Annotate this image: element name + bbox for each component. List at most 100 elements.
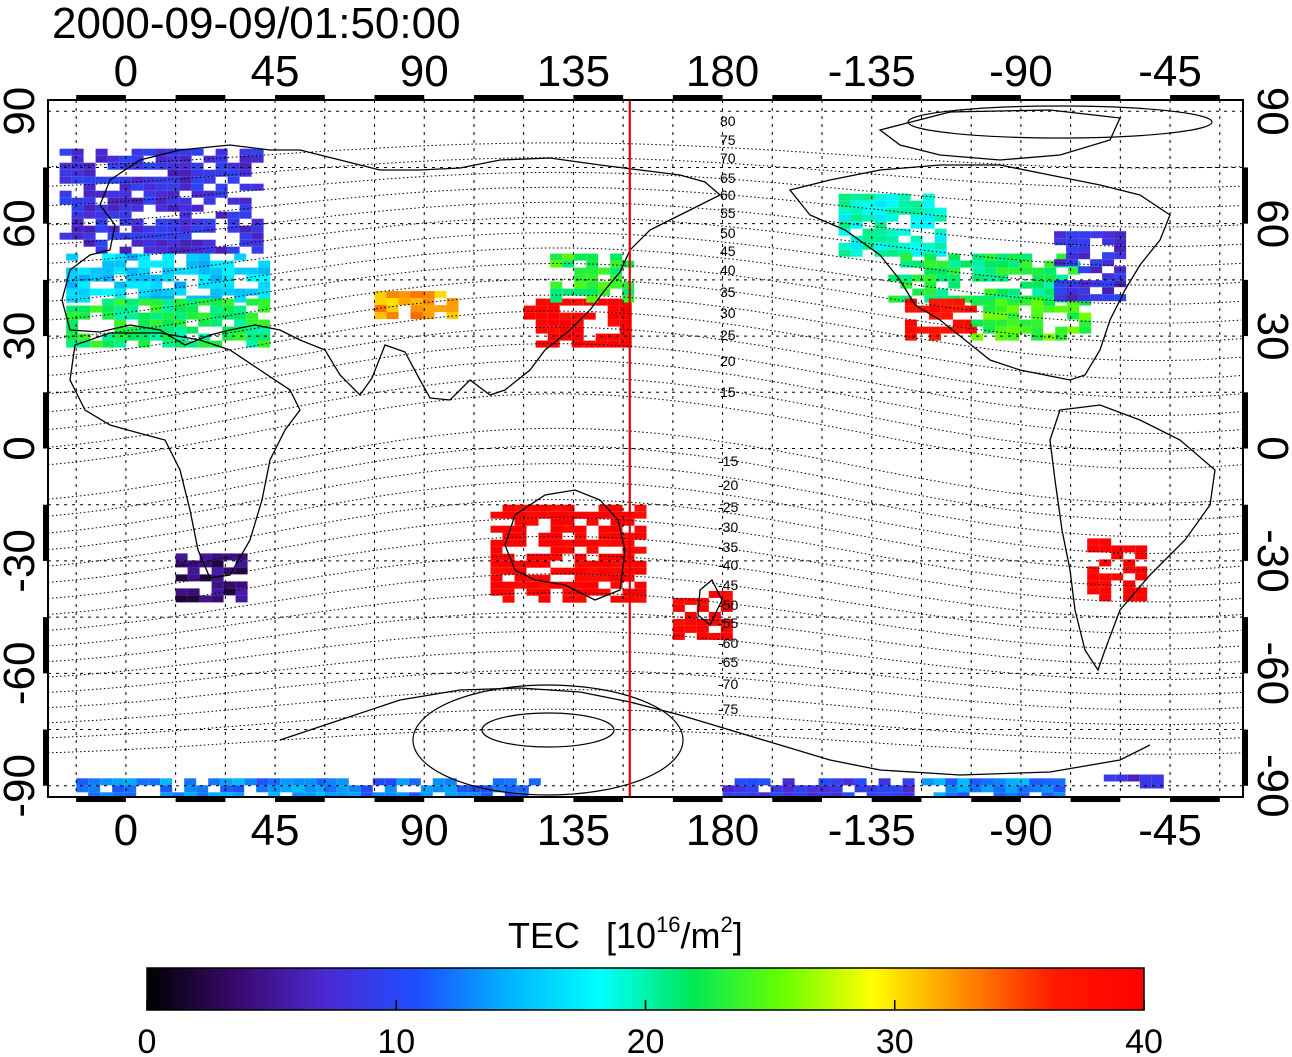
tec-cell xyxy=(934,207,947,215)
tec-cell xyxy=(83,239,96,247)
tec-cell xyxy=(167,204,180,212)
tec-cell xyxy=(502,588,515,596)
tec-cell xyxy=(1079,326,1092,334)
tec-cell xyxy=(1068,267,1081,275)
tec-cell xyxy=(910,207,923,215)
tec-cell xyxy=(71,218,84,226)
contour-label: -25 xyxy=(718,499,738,515)
tec-cell xyxy=(220,785,233,793)
tec-cell xyxy=(1044,267,1057,275)
tec-cell xyxy=(179,211,192,219)
tec-cell xyxy=(535,305,548,313)
tec-cell xyxy=(610,553,623,561)
tec-cell xyxy=(211,595,224,603)
tec-cell xyxy=(114,267,127,275)
tec-cell xyxy=(842,778,855,786)
tec-cell xyxy=(910,214,923,222)
tec-cell xyxy=(211,581,224,589)
tec-cell xyxy=(232,778,245,786)
tec-cell xyxy=(199,574,212,582)
tec-cell xyxy=(114,288,127,296)
tec-cell xyxy=(535,319,548,327)
tec-cell xyxy=(562,260,575,268)
tec-cell xyxy=(550,511,563,519)
tec-cell xyxy=(83,211,96,219)
contour-label: 15 xyxy=(720,384,736,400)
tec-cell xyxy=(1079,319,1092,327)
tec-cell xyxy=(119,204,132,212)
tec-cell xyxy=(1029,778,1042,786)
tec-cell xyxy=(215,246,228,254)
tec-cell xyxy=(862,200,875,208)
tec-cell xyxy=(571,340,584,348)
tec-cell xyxy=(184,785,197,793)
tec-cell xyxy=(595,333,608,341)
tec-cell xyxy=(1135,566,1148,574)
tec-cell xyxy=(160,778,173,786)
tec-cell xyxy=(292,785,305,793)
frame-tick xyxy=(1243,617,1248,674)
tec-cell xyxy=(547,326,560,334)
tec-cell xyxy=(900,253,913,261)
tec-cell xyxy=(586,253,599,261)
tec-cell xyxy=(187,574,200,582)
tec-cell xyxy=(167,197,180,205)
contour-label: 55 xyxy=(720,205,736,221)
tec-cell xyxy=(850,235,863,243)
tec-cell xyxy=(102,288,115,296)
tec-cell xyxy=(162,288,175,296)
tec-cell xyxy=(348,785,361,793)
tec-cell xyxy=(984,267,997,275)
tec-cell xyxy=(940,298,953,306)
coastline-new-zealand xyxy=(697,578,723,627)
tec-cell xyxy=(222,267,235,275)
tec-cell xyxy=(1114,231,1127,239)
frame-tick xyxy=(672,95,723,100)
tec-cell xyxy=(1008,288,1021,296)
tec-cell xyxy=(83,197,96,205)
tec-cell xyxy=(562,588,575,596)
latitude-tick-label: 0 xyxy=(0,436,44,460)
tec-cell xyxy=(850,193,863,201)
tec-cell xyxy=(924,267,937,275)
tec-cell xyxy=(924,253,937,261)
tec-cell xyxy=(138,312,151,320)
tec-cell xyxy=(984,288,997,296)
tec-cell xyxy=(191,183,204,191)
tec-cell xyxy=(1020,260,1033,268)
contour-label: 25 xyxy=(720,327,736,343)
tec-cell xyxy=(126,298,139,306)
tec-region xyxy=(838,193,947,257)
tec-cell xyxy=(574,581,587,589)
tec-cell xyxy=(672,625,685,633)
tec-cell xyxy=(912,288,925,296)
tec-cell xyxy=(972,253,985,261)
tec-cell xyxy=(223,581,236,589)
tec-cell xyxy=(167,176,180,184)
tec-cell xyxy=(187,595,200,603)
tec-cell xyxy=(574,511,587,519)
tec-cell xyxy=(912,274,925,282)
tec-cell xyxy=(95,218,108,226)
tec-cell xyxy=(514,539,527,547)
tec-cell xyxy=(1123,587,1136,595)
frame-tick xyxy=(1243,279,1248,337)
tec-cell xyxy=(234,253,247,261)
tec-cell xyxy=(198,253,211,261)
tec-cell xyxy=(432,778,445,786)
tec-region xyxy=(921,778,1066,797)
tec-cell xyxy=(162,326,175,334)
tec-cell xyxy=(722,785,735,793)
tec-cell xyxy=(162,253,175,261)
tec-cell xyxy=(258,260,271,268)
tec-cell xyxy=(586,295,599,303)
tec-cell xyxy=(420,785,433,793)
tec-cell xyxy=(155,190,168,198)
tec-cell xyxy=(818,785,831,793)
tec-cell xyxy=(1090,266,1103,274)
tec-cell xyxy=(562,581,575,589)
tec-cell xyxy=(336,778,349,786)
tec-cell xyxy=(523,312,536,320)
latitude-tick-label: 60 xyxy=(1248,199,1292,248)
tec-cell xyxy=(143,190,156,198)
